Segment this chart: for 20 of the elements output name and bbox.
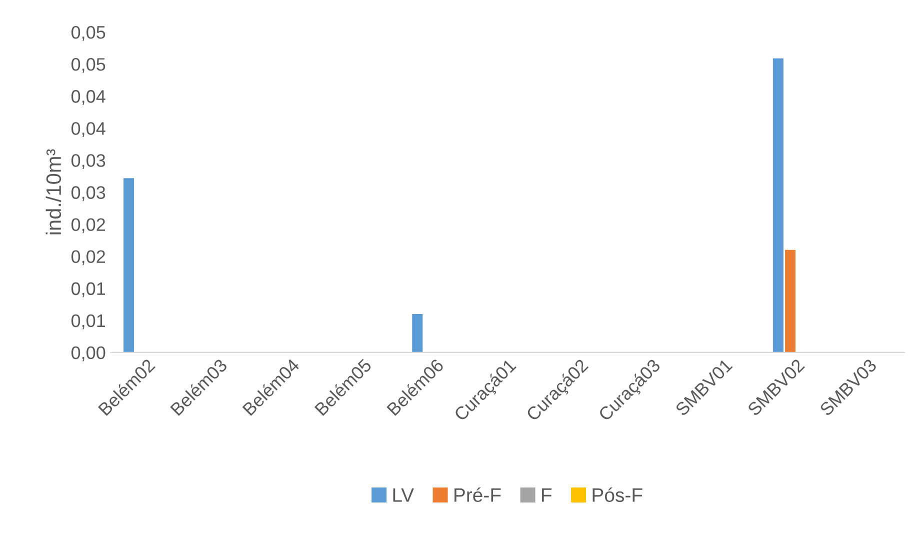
legend-label: LV xyxy=(393,488,414,502)
y-tick-label: 0,02 xyxy=(71,218,105,234)
y-tick-label: 0,00 xyxy=(71,346,106,362)
bar xyxy=(412,314,423,352)
bar xyxy=(785,250,796,352)
y-tick-label: 0,03 xyxy=(71,186,106,202)
bar xyxy=(123,178,134,352)
y-tick-label: 0,01 xyxy=(71,314,106,330)
legend-label: Pré-F xyxy=(454,487,501,502)
y-tick-label: 0,05 xyxy=(71,58,106,73)
y-tick-label: 0,05 xyxy=(71,26,106,41)
y-tick-label: 0,04 xyxy=(71,90,106,105)
y-tick-label: 0,02 xyxy=(71,250,105,266)
legend-label: F xyxy=(542,488,552,502)
y-tick-label: 0,01 xyxy=(71,282,106,298)
y-tick-label: 0,04 xyxy=(71,122,106,138)
legend-label: Pós-F xyxy=(592,487,642,502)
y-axis-title: ind./10m³ xyxy=(46,149,62,234)
bar xyxy=(772,58,784,352)
y-tick-label: 0,03 xyxy=(71,154,106,170)
